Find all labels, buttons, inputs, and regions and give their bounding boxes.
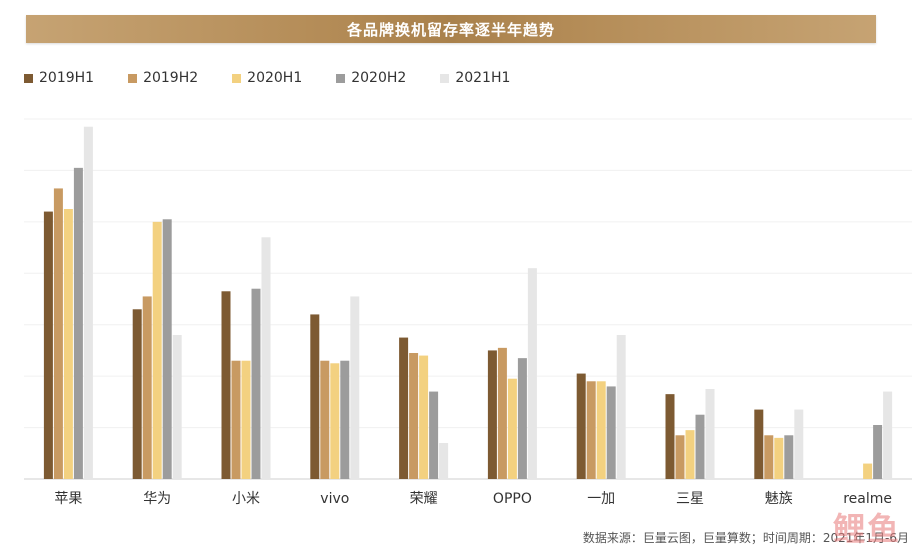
bar-2019H1-0 [43,211,53,480]
bar-2019H2-7 [675,435,685,479]
x-tick-label: vivo [320,491,349,507]
bar-2020H2-3 [340,360,350,479]
x-tick-label: 一加 [587,491,615,507]
source-note: 数据来源：巨量云图，巨量算数；时间周期：2021年1月-6月 [582,531,909,545]
legend-item: 2019H2 [128,70,198,86]
legend-swatch [24,73,33,83]
bar-2019H2-2 [231,360,241,479]
bar-2019H1-8 [754,409,764,479]
x-tick-label: OPPO [493,491,532,507]
bar-2019H2-3 [320,360,330,479]
x-tick-label: 魅族 [765,491,793,507]
x-tick-label: 苹果 [54,491,82,507]
legend-item: 2021H1 [440,70,510,86]
legend: 2019H1 2019H2 2020H1 2020H2 2021H1 [24,70,544,86]
chart-title: 各品牌换机留存率逐半年趋势 [346,20,555,39]
bar-2019H1-7 [665,394,675,479]
bar-2019H1-3 [310,314,320,479]
legend-label: 2020H1 [247,70,303,86]
bar-2021H1-2 [261,237,271,479]
bar-2020H1-5 [507,378,517,479]
chart-title-bar: 各品牌换机留存率逐半年趋势 [26,15,876,43]
bar-2020H2-8 [784,435,794,479]
bar-2021H1-3 [350,296,360,479]
bar-2020H2-4 [429,391,439,479]
x-tick-label: 小米 [232,491,260,507]
bar-2021H1-0 [83,126,93,479]
bar-2019H2-8 [764,435,774,479]
legend-item: 2020H1 [232,70,302,86]
legend-label: 2019H1 [39,70,95,86]
bar-2021H1-5 [527,268,537,479]
bar-2019H2-1 [142,296,152,479]
bar-2019H1-5 [487,350,497,479]
bar-2020H2-2 [251,288,261,479]
bar-2021H1-1 [172,335,182,479]
bar-2020H2-5 [517,358,527,479]
bar-2019H2-5 [497,347,507,479]
bar-2020H1-3 [330,363,340,479]
bar-2021H1-6 [616,335,626,479]
bar-2020H2-6 [606,386,616,479]
bar-2020H1-2 [241,360,251,479]
bar-2019H1-2 [221,291,231,479]
bar-2020H1-0 [63,209,73,479]
legend-label: 2019H2 [143,70,199,86]
bar-2020H1-6 [596,381,606,479]
bar-2020H2-9 [873,425,883,479]
legend-swatch [128,73,138,83]
bar-2019H1-1 [132,309,142,479]
x-tick-label: realme [843,491,892,507]
legend-label: 2021H1 [455,70,511,86]
legend-label: 2020H2 [351,70,407,86]
x-tick-label: 荣耀 [410,491,438,507]
legend-swatch [440,73,450,83]
bar-2021H1-4 [439,443,449,479]
bar-2019H1-6 [576,373,586,479]
bar-2020H2-7 [695,414,705,479]
x-tick-label: 三星 [676,491,704,507]
legend-swatch [336,73,346,83]
legend-swatch [232,73,242,83]
bar-2020H1-8 [774,437,784,479]
bar-2021H1-8 [794,409,804,479]
legend-item: 2020H2 [336,70,406,86]
bar-2021H1-9 [883,391,893,479]
bar-2019H2-4 [409,353,419,479]
bar-2020H1-9 [863,463,873,479]
bar-2020H1-7 [685,430,695,479]
bar-2019H2-0 [53,188,63,479]
bar-2020H2-0 [73,167,83,479]
legend-item: 2019H1 [24,70,94,86]
bar-2019H2-6 [586,381,596,479]
bar-2020H2-1 [162,219,172,480]
bar-2021H1-7 [705,389,715,479]
bar-2020H1-4 [419,355,429,479]
bar-2019H1-4 [399,337,409,479]
bar-2020H1-1 [152,221,162,479]
watermark: 鲤鱼 [832,510,901,548]
x-tick-label: 华为 [143,491,171,507]
